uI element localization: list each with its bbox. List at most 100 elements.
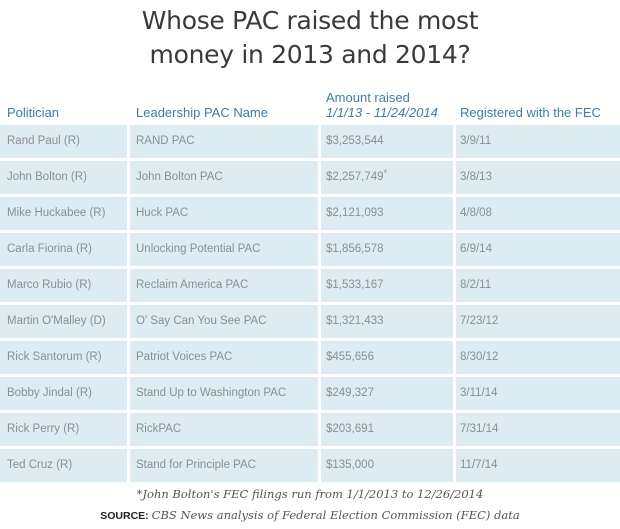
cell-amount: $1,533,167 [321,269,453,302]
cell-politician-text: Martin O'Malley (D) [7,315,106,327]
cell-pac-name-text: O' Say Can You See PAC [136,315,267,327]
pac-table: Rand Paul (R) RAND PAC $3,253,544 3/9/11 Joh… [0,125,620,485]
cell-pac-name: Stand for Principle PAC [130,449,318,482]
cell-amount-text: $2,121,093 [326,207,384,219]
header-amount-title: Amount raised [326,90,410,105]
cell-amount: $1,856,578 [321,233,453,266]
cell-pac-name: RickPAC [130,413,318,446]
cell-pac-name-text: John Bolton PAC [136,171,223,183]
cell-registered: 3/11/14 [456,377,620,410]
cell-politician: Carla Fiorina (R) [0,233,127,266]
cell-politician-text: Rick Santorum (R) [7,351,102,363]
title-line-1: Whose PAC raised the most [141,6,479,35]
table-row: Carla Fiorina (R) Unlocking Potential PAC… [0,233,620,269]
cell-registered-text: 11/7/14 [460,459,498,471]
cell-registered-text: 7/31/14 [460,423,499,435]
table-row: Mike Huckabee (R) Huck PAC $2,121,093 4/8/0… [0,197,620,233]
cell-amount: $1,321,433 [321,305,453,338]
cell-amount: $2,121,093 [321,197,453,230]
cell-politician: Rick Santorum (R) [0,341,127,374]
cell-politician-text: Mike Huckabee (R) [7,207,106,219]
cell-amount: $3,253,544 [321,125,453,158]
cell-pac-name-text: Stand Up to Washington PAC [136,387,287,399]
header-amount: Amount raised 1/1/13 - 11/24/2014 [326,90,438,120]
cell-politician-text: Ted Cruz (R) [7,459,73,471]
cell-pac-name: John Bolton PAC [130,161,318,194]
cell-registered-text: 7/23/12 [460,315,499,327]
cell-pac-name: Huck PAC [130,197,318,230]
cell-politician-text: Marco Rubio (R) [7,279,92,291]
cell-pac-name-text: Huck PAC [136,207,189,219]
table-row: Rick Santorum (R) Patriot Voices PAC $455,… [0,341,620,377]
cell-politician: Martin O'Malley (D) [0,305,127,338]
cell-politician-text: Rand Paul (R) [7,135,80,147]
cell-registered-text: 3/9/11 [460,135,492,147]
cell-amount: $203,691 [321,413,453,446]
cell-politician-text: Bobby Jindal (R) [7,387,93,399]
cell-pac-name: O' Say Can You See PAC [130,305,318,338]
cell-amount-text: $249,327 [326,387,374,399]
cell-politician: Ted Cruz (R) [0,449,127,482]
cell-amount-text: $3,253,544 [326,135,384,147]
cell-pac-name-text: RAND PAC [136,135,195,147]
title-line-2: money in 2013 and 2014? [149,40,471,69]
table-row: Rick Perry (R) RickPAC $203,691 7/31/14 [0,413,620,449]
cell-pac-name-text: Patriot Voices PAC [136,351,233,363]
cell-politician: John Bolton (R) [0,161,127,194]
cell-registered: 11/7/14 [456,449,620,482]
table-row: Ted Cruz (R) Stand for Principle PAC $135,… [0,449,620,485]
header-pac-name: Leadership PAC Name [136,105,268,120]
table-row: Rand Paul (R) RAND PAC $3,253,544 3/9/11 [0,125,620,161]
table-row: Marco Rubio (R) Reclaim America PAC $1,533… [0,269,620,305]
cell-pac-name: Stand Up to Washington PAC [130,377,318,410]
cell-registered: 7/23/12 [456,305,620,338]
source-line: SOURCE: CBS News analysis of Federal Elec… [0,508,620,522]
cell-registered-text: 4/8/08 [460,207,492,219]
cell-pac-name-text: Unlocking Potential PAC [136,243,261,255]
cell-pac-name-text: RickPAC [136,423,182,435]
cell-amount-text: $135,000 [326,459,374,471]
cell-politician-text: John Bolton (R) [7,171,87,183]
cell-pac-name: Patriot Voices PAC [130,341,318,374]
cell-amount: $135,000 [321,449,453,482]
cell-registered-text: 8/2/11 [460,279,492,291]
cell-registered-text: 3/8/13 [460,171,492,183]
cell-registered: 6/9/14 [456,233,620,266]
cell-politician: Rand Paul (R) [0,125,127,158]
cell-politician: Marco Rubio (R) [0,269,127,302]
cell-registered: 3/8/13 [456,161,620,194]
cell-registered: 4/8/08 [456,197,620,230]
cell-pac-name-text: Stand for Principle PAC [136,459,256,471]
cell-amount-text: $455,656 [326,351,374,363]
cell-pac-name-text: Reclaim America PAC [136,279,249,291]
footnote-marker: * [383,168,388,178]
source-text: CBS News analysis of Federal Election Co… [151,508,520,522]
cell-amount-text: $1,856,578 [326,243,384,255]
cell-registered-text: 8/30/12 [460,351,499,363]
cell-registered: 8/30/12 [456,341,620,374]
cell-politician: Mike Huckabee (R) [0,197,127,230]
cell-registered: 8/2/11 [456,269,620,302]
cell-amount: $249,327 [321,377,453,410]
cell-pac-name: Unlocking Potential PAC [130,233,318,266]
cell-amount: $2,257,749* [321,161,453,194]
table-row: Bobby Jindal (R) Stand Up to Washington P… [0,377,620,413]
cell-amount: $455,656 [321,341,453,374]
cell-politician-text: Carla Fiorina (R) [7,243,92,255]
footnote: *John Bolton's FEC filings run from 1/1/… [136,487,484,501]
source-label: SOURCE: [100,510,149,522]
header-politician: Politician [7,105,60,120]
cell-politician: Rick Perry (R) [0,413,127,446]
cell-politician: Bobby Jindal (R) [0,377,127,410]
cell-registered: 7/31/14 [456,413,620,446]
page-title: Whose PAC raised the most money in 2013 … [0,4,620,72]
header-amount-range: 1/1/13 - 11/24/2014 [326,105,438,120]
table-row: Martin O'Malley (D) O' Say Can You See PA… [0,305,620,341]
cell-registered: 3/9/11 [456,125,620,158]
cell-amount-text: $1,321,433 [326,315,384,327]
cell-amount-text: $203,691 [326,423,374,435]
cell-registered-text: 3/11/14 [460,387,498,399]
cell-pac-name: RAND PAC [130,125,318,158]
table-row: John Bolton (R) John Bolton PAC $2,257,749… [0,161,620,197]
cell-amount-text: $2,257,749 [326,171,384,183]
